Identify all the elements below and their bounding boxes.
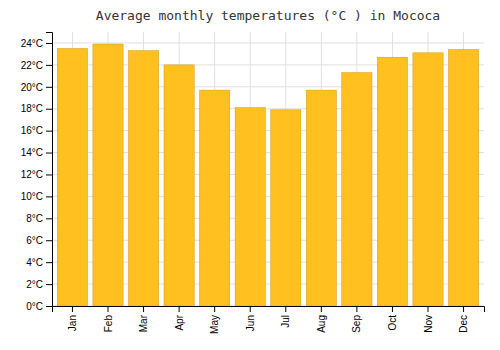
tick-label: 6°C — [26, 235, 43, 246]
tick-mark — [46, 174, 52, 175]
tick: Nov — [423, 306, 434, 333]
tick-mark — [250, 306, 251, 312]
tick: 22°C — [21, 60, 52, 71]
tick: 6°C — [26, 235, 52, 246]
bar — [57, 48, 87, 306]
tick: 12°C — [21, 169, 52, 180]
tick: 10°C — [21, 191, 52, 202]
tick-mark — [46, 153, 52, 154]
bar — [306, 90, 336, 306]
tick-label: Apr — [174, 314, 185, 330]
tick: Mar — [138, 306, 149, 332]
tick: 20°C — [21, 82, 52, 93]
tick-mark — [428, 306, 429, 312]
bar — [271, 110, 301, 306]
tick-mark — [285, 306, 286, 312]
tick-mark — [143, 306, 144, 312]
bar — [200, 90, 230, 306]
tick-label: 0°C — [26, 301, 43, 312]
tick: Jan — [67, 306, 78, 331]
tick-label: Nov — [423, 315, 434, 333]
tick-mark — [46, 65, 52, 66]
bar — [128, 51, 158, 306]
tick: Apr — [174, 306, 185, 331]
tick: 4°C — [26, 257, 52, 268]
tick-label: Oct — [387, 315, 398, 331]
tick-label: 24°C — [21, 38, 43, 49]
tick: May — [209, 306, 220, 334]
tick-mark — [321, 306, 322, 312]
tick-label: Sep — [351, 315, 362, 333]
tick-mark — [46, 240, 52, 241]
tick: 2°C — [26, 279, 52, 290]
chart-container: 0°C 2°C 4°C 6°C 8°C 10°C 12°C 14°C 16°C 18°C 20°C 2… — [0, 0, 500, 350]
chart: 0°C 2°C 4°C 6°C 8°C 10°C 12°C 14°C 16°C 18°C 20°C 2… — [0, 0, 500, 350]
bar — [413, 53, 443, 306]
tick-mark — [46, 218, 52, 219]
bar — [342, 73, 372, 306]
tick: 0°C — [26, 301, 52, 312]
tick-label: 8°C — [26, 213, 43, 224]
tick: Jun — [245, 306, 256, 331]
tick-label: 18°C — [21, 103, 43, 114]
tick-mark — [108, 306, 109, 312]
tick-mark — [46, 284, 52, 285]
axis-line — [53, 307, 485, 313]
tick: Sep — [351, 306, 362, 333]
grid-line — [52, 42, 484, 43]
bar — [448, 50, 478, 306]
bars — [57, 44, 478, 306]
tick-mark — [46, 196, 52, 197]
bar — [164, 65, 194, 306]
tick: 14°C — [21, 147, 52, 158]
tick: 18°C — [21, 103, 52, 114]
bar — [93, 44, 123, 306]
tick-label: 16°C — [21, 125, 43, 136]
tick-label: May — [209, 315, 220, 334]
tick-label: Feb — [103, 315, 114, 333]
title: Average monthly temperatures (°C ) in Mo… — [96, 8, 440, 23]
tick-label: Mar — [138, 314, 149, 332]
tick-mark — [46, 262, 52, 263]
tick: Aug — [316, 306, 327, 333]
y-axis: 0°C 2°C 4°C 6°C 8°C 10°C 12°C 14°C 16°C 18°C 20°C 2… — [21, 33, 53, 312]
tick-mark — [463, 306, 464, 312]
x-axis: Jan Feb Mar Apr May Jun Jul Aug Sep Oct Nov Dec — [53, 306, 485, 334]
tick-mark — [356, 306, 357, 312]
tick-label: Jul — [280, 315, 291, 328]
tick-mark — [46, 306, 52, 307]
axis-line — [46, 33, 53, 307]
tick: 24°C — [21, 38, 52, 49]
tick: 16°C — [21, 125, 52, 136]
tick-label: 2°C — [26, 279, 43, 290]
tick: 8°C — [26, 213, 52, 224]
tick-label: 22°C — [21, 60, 43, 71]
tick-label: 10°C — [21, 191, 43, 202]
tick: Dec — [458, 306, 469, 333]
tick-mark — [46, 131, 52, 132]
tick-mark — [46, 43, 52, 44]
tick-mark — [392, 306, 393, 312]
tick-label: 4°C — [26, 257, 43, 268]
tick-mark — [214, 306, 215, 312]
tick: Feb — [103, 306, 114, 332]
tick-label: 14°C — [21, 147, 43, 158]
tick-mark — [46, 87, 52, 88]
tick-label: Jan — [67, 315, 78, 331]
tick-label: Jun — [245, 315, 256, 331]
tick-mark — [72, 306, 73, 312]
tick-label: 20°C — [21, 82, 43, 93]
tick: Jul — [280, 306, 291, 328]
grid — [52, 32, 484, 306]
tick-mark — [46, 109, 52, 110]
bar — [235, 108, 265, 306]
plot: 0°C 2°C 4°C 6°C 8°C 10°C 12°C 14°C 16°C 18°C 20°C 2… — [21, 32, 485, 334]
tick-label: 12°C — [21, 169, 43, 180]
tick-label: Aug — [316, 315, 327, 333]
tick: Oct — [387, 306, 398, 331]
tick-mark — [179, 306, 180, 312]
bar — [377, 57, 407, 306]
tick-label: Dec — [458, 315, 469, 333]
